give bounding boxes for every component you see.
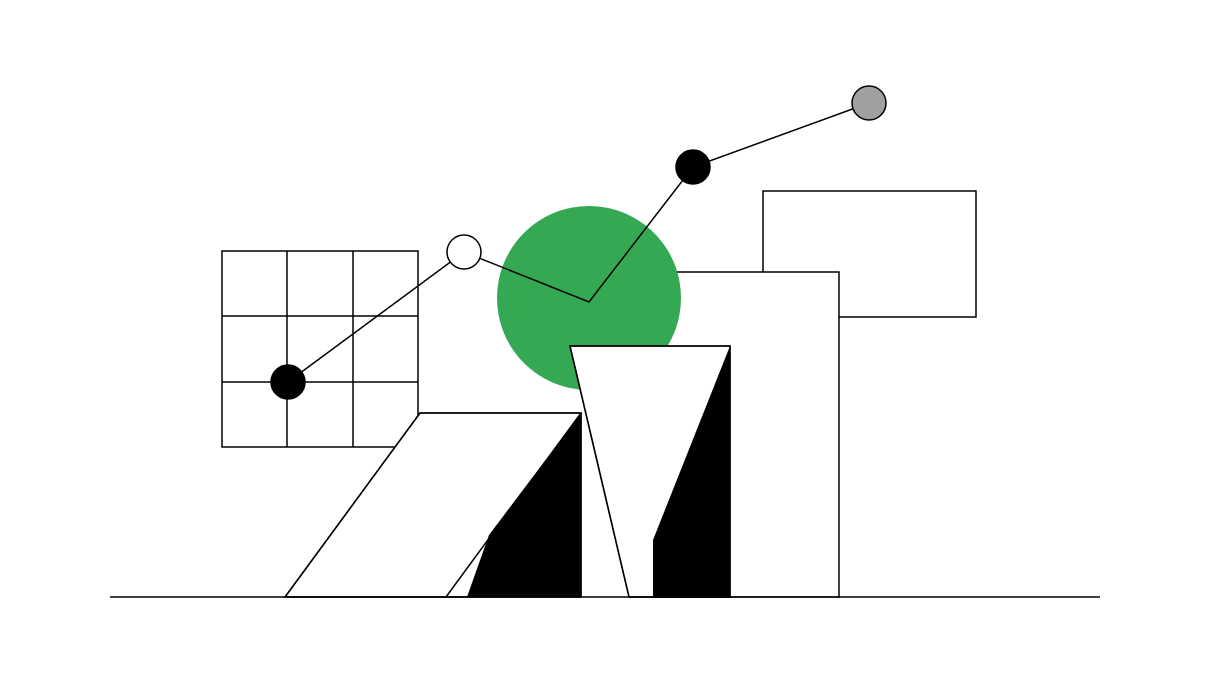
- green-circle: [497, 206, 681, 390]
- grid-outline: [221, 250, 419, 448]
- node-gray: [851, 85, 887, 121]
- node-black-right: [675, 149, 711, 185]
- grid-square: [221, 250, 419, 448]
- slanted-block-left-shadow: [467, 413, 581, 597]
- slanted-block-right: [569, 345, 731, 598]
- node-black-left: [270, 364, 306, 400]
- connector-line: [287, 102, 870, 383]
- node-white: [446, 234, 482, 270]
- slanted-block-right-shadow: [653, 346, 730, 597]
- slanted-block-left: [283, 412, 582, 598]
